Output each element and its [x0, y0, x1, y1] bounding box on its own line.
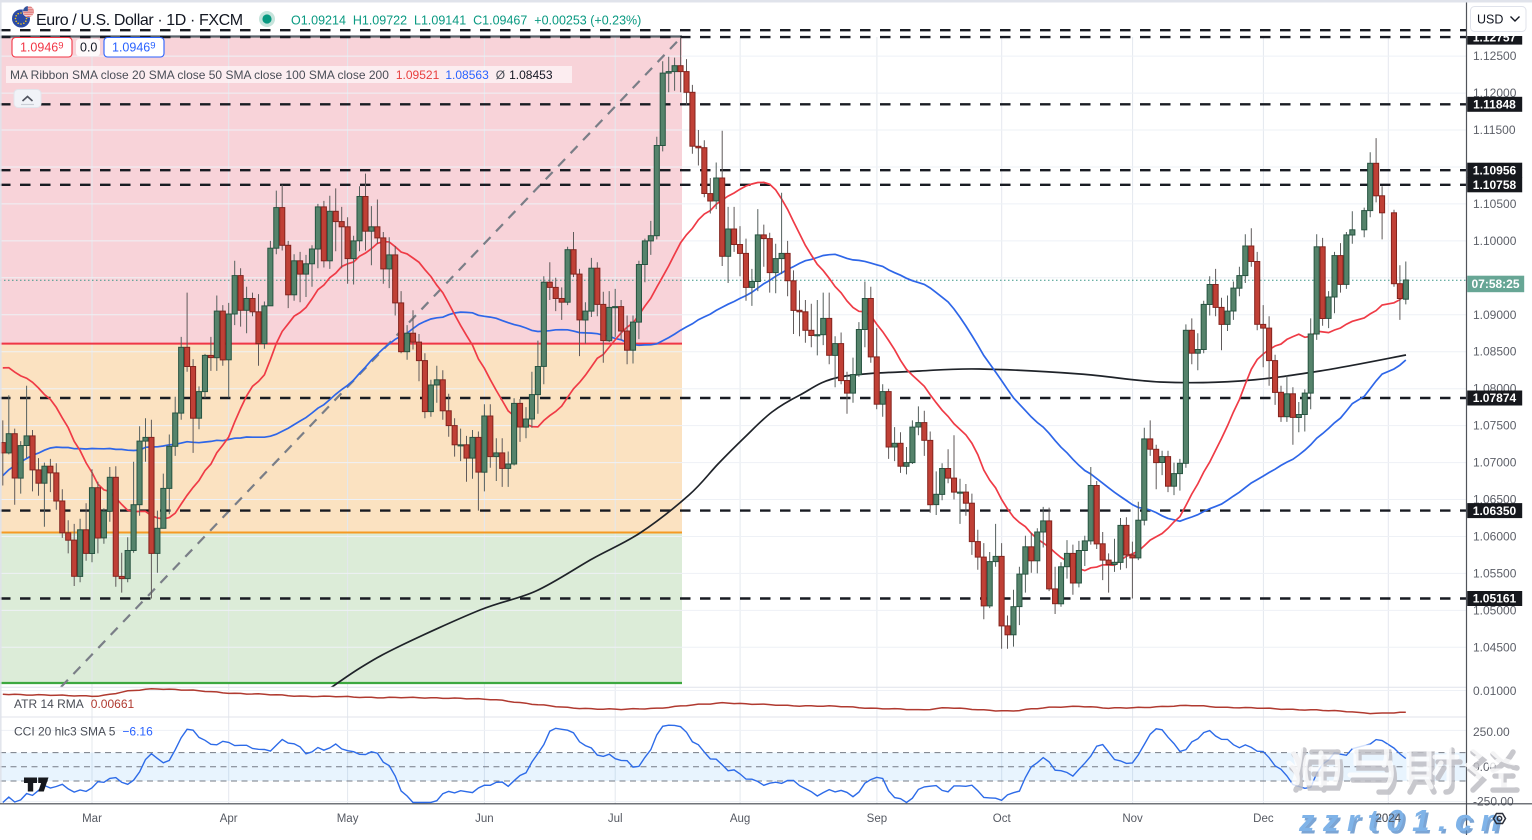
svg-text:1.09000: 1.09000	[1473, 308, 1517, 322]
svg-text:1.08500: 1.08500	[1473, 345, 1517, 359]
svg-text:2024: 2024	[1376, 813, 1402, 825]
svg-text:Oct: Oct	[993, 813, 1012, 825]
svg-text:Nov: Nov	[1122, 813, 1143, 825]
svg-text:1.11500: 1.11500	[1473, 123, 1516, 137]
svg-text:07:58:25: 07:58:25	[1471, 277, 1519, 291]
svg-text:1.07874: 1.07874	[1473, 391, 1517, 405]
svg-text:CCI 20 hlc3 SMA 5−6.16: CCI 20 hlc3 SMA 5 −6.16	[14, 725, 153, 739]
svg-text:O1.09214 H1.09722 L1.09141 C1.: O1.09214 H1.09722 L1.09141 C1.09467 +0.0…	[291, 14, 641, 28]
svg-text:250.00: 250.00	[1473, 725, 1510, 739]
svg-text:Mar: Mar	[82, 813, 102, 825]
svg-text:1.10500: 1.10500	[1473, 197, 1517, 211]
svg-text:0.0: 0.0	[80, 41, 97, 55]
svg-text:2024: 2024	[1376, 813, 1402, 825]
svg-text:USD: USD	[1477, 13, 1503, 27]
svg-text:MA Ribbon SMA close 20 SMA clo: MA Ribbon SMA close 20 SMA close 50 SMA …	[10, 68, 553, 82]
svg-text:Dec: Dec	[1253, 813, 1274, 825]
svg-text:1.09469: 1.09469	[112, 41, 156, 55]
svg-text:1.07000: 1.07000	[1473, 456, 1517, 470]
svg-text:1.06500: 1.06500	[1473, 493, 1517, 507]
svg-text:Jun: Jun	[475, 813, 494, 825]
svg-text:1.12500: 1.12500	[1473, 49, 1517, 63]
svg-text:1.04500: 1.04500	[1473, 640, 1517, 654]
svg-text:1.05000: 1.05000	[1473, 603, 1517, 617]
svg-text:Apr: Apr	[220, 813, 238, 825]
svg-text:1.10758: 1.10758	[1473, 178, 1517, 192]
svg-text:1.06000: 1.06000	[1473, 530, 1517, 544]
svg-text:1.07500: 1.07500	[1473, 419, 1517, 433]
svg-text:1.10956: 1.10956	[1473, 163, 1517, 177]
svg-text:0.01000: 0.01000	[1473, 684, 1517, 698]
svg-text:zzrt01.cn: zzrt01.cn	[1301, 806, 1511, 836]
svg-text:1.09469: 1.09469	[20, 41, 64, 55]
svg-text:-250.00: -250.00	[1473, 795, 1514, 809]
svg-text:1.12000: 1.12000	[1473, 86, 1517, 100]
svg-text:1.10000: 1.10000	[1473, 234, 1517, 248]
svg-text:Euro / U.S. Dollar · 1D · FXCM: Euro / U.S. Dollar · 1D · FXCM	[36, 12, 243, 29]
svg-text:1.11848: 1.11848	[1473, 98, 1516, 112]
svg-text:Aug: Aug	[730, 813, 750, 825]
svg-text:Jul: Jul	[608, 813, 623, 825]
svg-text:1.05500: 1.05500	[1473, 566, 1517, 580]
svg-text:May: May	[337, 813, 359, 825]
svg-text:zzrt01.cn: zzrt01.cn	[1298, 803, 1508, 835]
svg-text:Sep: Sep	[867, 813, 887, 825]
svg-text:1.06350: 1.06350	[1473, 504, 1517, 518]
svg-text:1.05161: 1.05161	[1473, 592, 1517, 606]
